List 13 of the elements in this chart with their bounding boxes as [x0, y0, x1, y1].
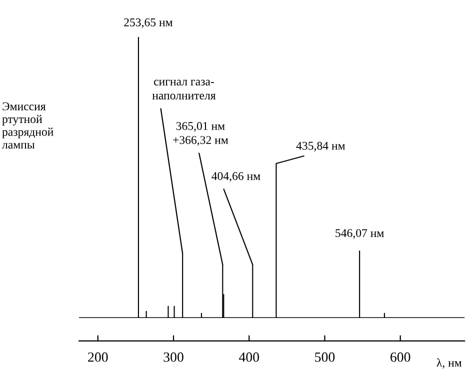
x-tick-label: 400	[238, 352, 260, 362]
annotation: 435,84 нм	[296, 142, 345, 152]
x-axis-title: λ, нм	[436, 358, 462, 368]
x-tick-label: 300	[164, 352, 184, 362]
x-tick-label: 600	[390, 352, 410, 362]
y-axis-title: Эмиссия ртутной разрядной лампы	[2, 102, 54, 149]
annotation: 546,07 нм	[336, 229, 384, 239]
annotation: 404,66 нм	[212, 172, 260, 182]
x-tick-label: 200	[88, 352, 108, 362]
annotation: 365,01 нм +366,32 нм	[173, 122, 228, 146]
annotation: 253,65 нм	[124, 18, 173, 28]
annotation: сигнал газа- наполнителя	[152, 80, 216, 100]
x-tick-label: 500	[315, 352, 335, 362]
